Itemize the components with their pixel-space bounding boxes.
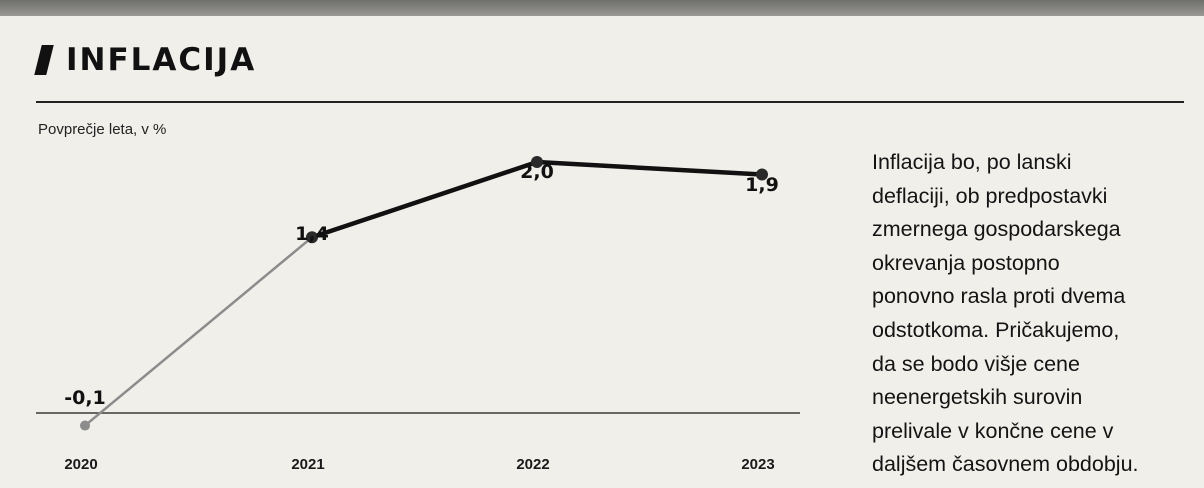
data-point [306, 231, 318, 244]
commentary-line: zmernega gospodarskega [872, 217, 1121, 242]
data-label: 1,4 [295, 223, 329, 245]
data-label: -0,1 [64, 387, 106, 409]
commentary-line: daljšem časovnem obdobju. [872, 452, 1139, 477]
series-line-segment [309, 159, 540, 240]
top-band [0, 0, 1204, 16]
header: INFLACIJA [34, 42, 257, 78]
data-point [80, 420, 90, 431]
series-line-segment [534, 159, 765, 177]
commentary-text: Inflacija bo, po lanski deflaciji, ob pre… [872, 146, 1198, 482]
chart-title: INFLACIJA [66, 42, 257, 78]
x-tick-label: 2022 [516, 456, 549, 473]
data-label: 1,9 [745, 174, 779, 196]
x-tick-label: 2020 [64, 456, 97, 473]
commentary-line: da se bodo višje cene [872, 351, 1080, 376]
commentary-line: deflaciji, ob predpostavki [872, 183, 1108, 208]
commentary-line: prelivale v končne cene v [872, 418, 1114, 443]
series-line-segment [83, 236, 314, 427]
data-point [531, 156, 543, 168]
title-rule [36, 101, 1184, 103]
commentary-line: neenergetskih surovin [872, 385, 1083, 410]
commentary-line: ponovno rasla proti dvema [872, 284, 1126, 309]
data-label: 2,0 [520, 161, 554, 183]
title-mark-icon [34, 45, 54, 75]
inflation-line-chart: -0,1 1,4 2,0 1,9 2020 2021 2022 2023 [36, 156, 800, 473]
x-tick-label: 2021 [291, 456, 324, 473]
x-tick-label: 2023 [741, 456, 774, 473]
chart-subtitle: Povprečje leta, v % [38, 121, 167, 138]
data-point [756, 168, 768, 181]
commentary-line: Inflacija bo, po lanski [872, 150, 1072, 174]
commentary-line: odstotkoma. Pričakujemo, [872, 317, 1120, 342]
commentary-line: okrevanja postopno [872, 250, 1060, 275]
